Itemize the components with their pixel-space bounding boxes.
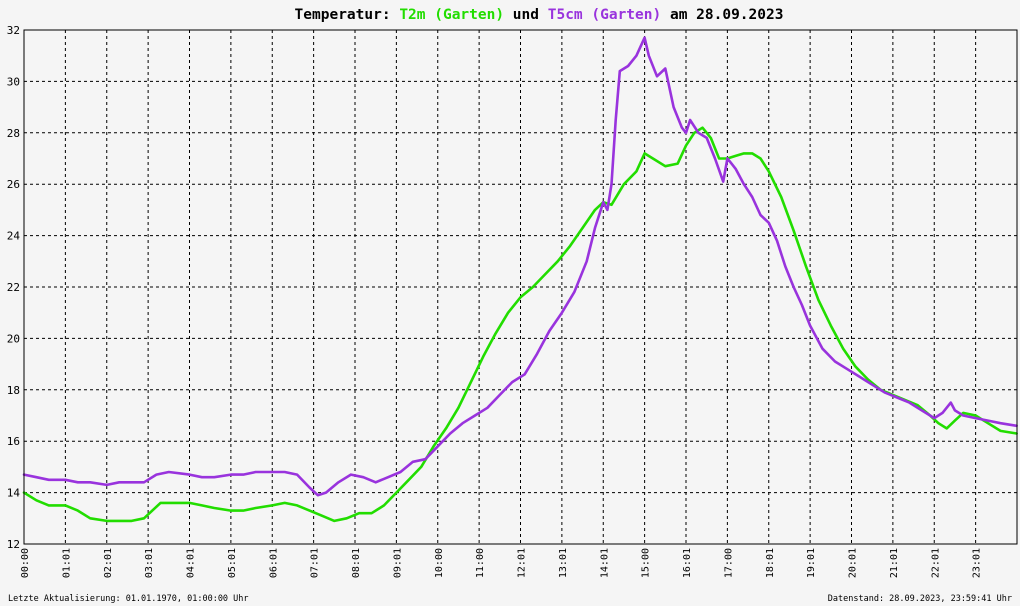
footer-data-status: Datenstand: 28.09.2023, 23:59:41 Uhr [828, 594, 1012, 604]
x-axis-labels: 00:00 01:01 02:01 03:01 04:01 05:01 06:01 07:01… [20, 548, 983, 578]
x-tick-label: 07:01 [310, 548, 321, 578]
y-tick-label: 32 [7, 24, 20, 37]
y-tick-label: 16 [7, 435, 20, 448]
grid [24, 30, 1017, 544]
x-tick-label: 04:01 [186, 548, 197, 578]
x-tick-label: 13:01 [558, 548, 569, 578]
x-tick-label: 20:01 [848, 548, 859, 578]
x-tick-label: 18:01 [765, 548, 776, 578]
x-tick-label: 06:01 [268, 548, 279, 578]
y-tick-label: 22 [7, 281, 20, 294]
x-tick-label: 05:01 [227, 548, 238, 578]
x-tick-label: 02:01 [103, 548, 114, 578]
y-tick-label: 20 [7, 332, 20, 345]
y-tick-label: 28 [7, 127, 20, 140]
chart-title: Temperatur: T2m (Garten) und T5cm (Garte… [295, 7, 784, 23]
y-tick-label: 18 [7, 384, 20, 397]
x-tick-label: 10:00 [434, 548, 445, 578]
title-date: am 28.09.2023 [661, 7, 783, 23]
title-series-t5cm: T5cm (Garten) [548, 7, 662, 23]
title-prefix: Temperatur: [295, 7, 400, 23]
x-tick-label: 01:01 [61, 548, 72, 578]
series-line-t2m [22, 126, 1018, 523]
x-tick-label: 08:01 [351, 548, 362, 578]
x-tick-label: 23:01 [972, 548, 983, 578]
y-tick-label: 12 [7, 538, 20, 551]
x-tick-label: 00:00 [20, 548, 31, 578]
x-tick-label: 17:00 [723, 548, 734, 578]
series-lines [22, 36, 1018, 523]
x-tick-label: 21:01 [889, 548, 900, 578]
x-tick-label: 09:01 [392, 548, 403, 578]
y-tick-label: 30 [7, 75, 20, 88]
x-tick-label: 11:00 [475, 548, 486, 578]
x-tick-label: 12:01 [517, 548, 528, 578]
x-tick-label: 19:01 [806, 548, 817, 578]
x-tick-label: 14:01 [599, 548, 610, 578]
y-axis-labels: 12 14 16 18 20 22 24 26 28 30 32 [7, 24, 21, 551]
x-tick-label: 03:01 [144, 548, 155, 578]
plot-frame [23, 29, 1018, 545]
y-tick-label: 26 [7, 178, 20, 191]
footer-last-update: Letzte Aktualisierung: 01.01.1970, 01:00… [8, 594, 249, 604]
x-tick-label: 22:01 [930, 548, 941, 578]
title-series-t2m: T2m (Garten) [399, 7, 504, 23]
series-line-t5cm [22, 36, 1018, 497]
x-tick-label: 16:01 [682, 548, 693, 578]
title-mid: und [504, 7, 548, 23]
y-tick-label: 14 [7, 487, 21, 500]
y-tick-label: 24 [7, 230, 21, 243]
x-tick-label: 15:00 [641, 548, 652, 578]
